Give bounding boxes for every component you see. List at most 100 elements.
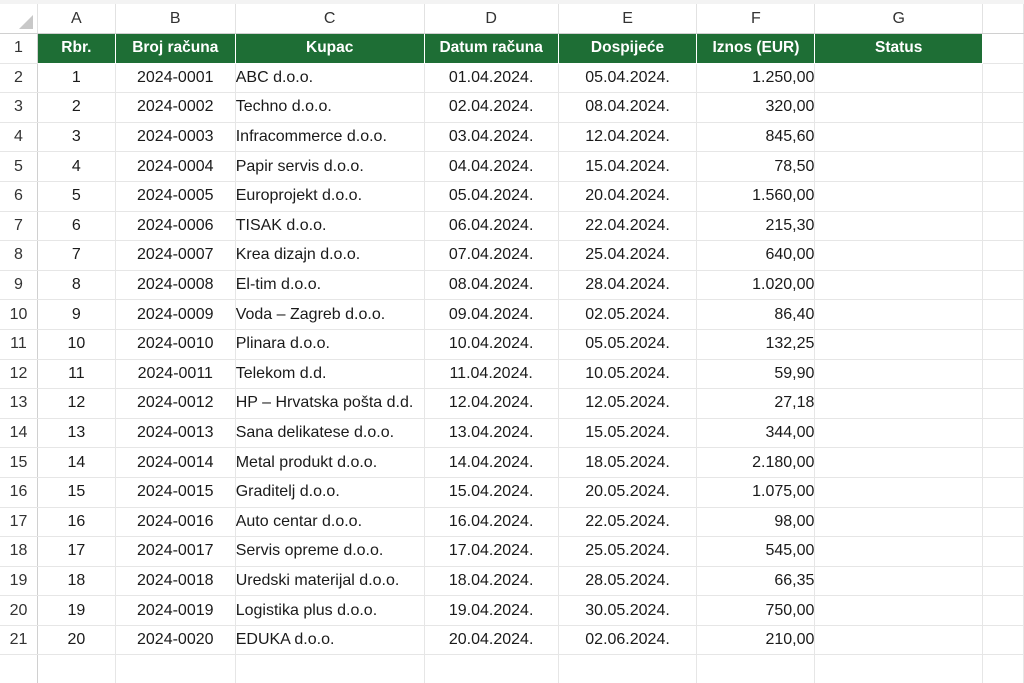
cell-broj-racuna[interactable]: 2024-0016 [115, 507, 236, 538]
column-header-h[interactable] [982, 4, 1024, 34]
cell-kupac[interactable]: Papir servis d.o.o. [235, 151, 425, 182]
cell-datum-racuna[interactable]: 14.04.2024. [424, 447, 559, 478]
cell-status[interactable] [814, 151, 984, 182]
cell-datum-racuna[interactable]: 09.04.2024. [424, 299, 559, 330]
empty-cell[interactable] [982, 151, 1024, 182]
cell-rbr[interactable]: 15 [37, 477, 116, 508]
cell-rbr[interactable]: 4 [37, 151, 116, 182]
row-header[interactable]: 2 [0, 63, 38, 94]
cell-broj-racuna[interactable]: 2024-0002 [115, 92, 236, 123]
empty-cell[interactable] [982, 359, 1024, 390]
row-header[interactable]: 10 [0, 299, 38, 330]
cell-datum-racuna[interactable]: 03.04.2024. [424, 122, 559, 153]
cell-broj-racuna[interactable]: 2024-0015 [115, 477, 236, 508]
cell-iznos[interactable]: 215,30 [696, 211, 816, 242]
cell-iznos[interactable]: 1.075,00 [696, 477, 816, 508]
cell-status[interactable] [814, 63, 984, 94]
cell-status[interactable] [814, 270, 984, 301]
cell-rbr[interactable]: 13 [37, 418, 116, 449]
cell-datum-racuna[interactable]: 13.04.2024. [424, 418, 559, 449]
cell-dospijece[interactable]: 12.05.2024. [558, 388, 698, 419]
row-header[interactable]: 18 [0, 536, 38, 567]
cell-datum-racuna[interactable]: 19.04.2024. [424, 595, 559, 626]
empty-cell[interactable] [115, 654, 236, 683]
column-header-d[interactable]: D [424, 4, 559, 34]
cell-datum-racuna[interactable]: 06.04.2024. [424, 211, 559, 242]
row-header[interactable]: 14 [0, 418, 38, 449]
cell-kupac[interactable]: El-tim d.o.o. [235, 270, 425, 301]
row-header[interactable]: 16 [0, 477, 38, 508]
row-header[interactable]: 20 [0, 595, 38, 626]
cell-broj-racuna[interactable]: 2024-0012 [115, 388, 236, 419]
cell-status[interactable] [814, 625, 984, 656]
column-header-c[interactable]: C [235, 4, 425, 34]
cell-dospijece[interactable]: 20.05.2024. [558, 477, 698, 508]
empty-cell[interactable] [982, 595, 1024, 626]
cell-kupac[interactable]: Voda – Zagreb d.o.o. [235, 299, 425, 330]
cell-rbr[interactable]: 5 [37, 181, 116, 212]
header-cell-rbr[interactable]: Rbr. [37, 33, 116, 64]
cell-iznos[interactable]: 845,60 [696, 122, 816, 153]
empty-cell[interactable] [982, 181, 1024, 212]
cell-datum-racuna[interactable]: 18.04.2024. [424, 566, 559, 597]
cell-datum-racuna[interactable]: 08.04.2024. [424, 270, 559, 301]
cell-kupac[interactable]: Metal produkt d.o.o. [235, 447, 425, 478]
cell-broj-racuna[interactable]: 2024-0006 [115, 211, 236, 242]
cell-kupac[interactable]: ABC d.o.o. [235, 63, 425, 94]
header-cell-kupac[interactable]: Kupac [235, 33, 425, 64]
cell-kupac[interactable]: Plinara d.o.o. [235, 329, 425, 360]
row-header[interactable]: 8 [0, 240, 38, 271]
empty-cell[interactable] [982, 240, 1024, 271]
cell-status[interactable] [814, 595, 984, 626]
cell-iznos[interactable]: 66,35 [696, 566, 816, 597]
empty-cell[interactable] [982, 63, 1024, 94]
empty-cell[interactable] [982, 33, 1024, 64]
cell-rbr[interactable]: 6 [37, 211, 116, 242]
cell-datum-racuna[interactable]: 04.04.2024. [424, 151, 559, 182]
cell-status[interactable] [814, 477, 984, 508]
cell-status[interactable] [814, 122, 984, 153]
empty-cell[interactable] [982, 211, 1024, 242]
cell-iznos[interactable]: 1.560,00 [696, 181, 816, 212]
header-cell-status[interactable]: Status [814, 33, 984, 64]
cell-iznos[interactable]: 27,18 [696, 388, 816, 419]
cell-dospijece[interactable]: 05.05.2024. [558, 329, 698, 360]
cell-broj-racuna[interactable]: 2024-0020 [115, 625, 236, 656]
cell-broj-racuna[interactable]: 2024-0009 [115, 299, 236, 330]
cell-dospijece[interactable]: 10.05.2024. [558, 359, 698, 390]
row-header[interactable] [0, 654, 38, 683]
empty-cell[interactable] [814, 654, 984, 683]
cell-rbr[interactable]: 17 [37, 536, 116, 567]
cell-dospijece[interactable]: 28.04.2024. [558, 270, 698, 301]
cell-status[interactable] [814, 240, 984, 271]
cell-broj-racuna[interactable]: 2024-0019 [115, 595, 236, 626]
cell-kupac[interactable]: Europrojekt d.o.o. [235, 181, 425, 212]
cell-broj-racuna[interactable]: 2024-0017 [115, 536, 236, 567]
cell-broj-racuna[interactable]: 2024-0018 [115, 566, 236, 597]
cell-status[interactable] [814, 388, 984, 419]
empty-cell[interactable] [558, 654, 698, 683]
column-header-e[interactable]: E [558, 4, 698, 34]
row-header[interactable]: 4 [0, 122, 38, 153]
empty-cell[interactable] [982, 388, 1024, 419]
cell-status[interactable] [814, 507, 984, 538]
cell-rbr[interactable]: 16 [37, 507, 116, 538]
cell-broj-racuna[interactable]: 2024-0010 [115, 329, 236, 360]
cell-rbr[interactable]: 10 [37, 329, 116, 360]
cell-datum-racuna[interactable]: 07.04.2024. [424, 240, 559, 271]
cell-iznos[interactable]: 78,50 [696, 151, 816, 182]
row-header[interactable]: 12 [0, 359, 38, 390]
header-cell-dospijece[interactable]: Dospijeće [558, 33, 698, 64]
column-header-g[interactable]: G [814, 4, 984, 34]
cell-kupac[interactable]: TISAK d.o.o. [235, 211, 425, 242]
cell-status[interactable] [814, 418, 984, 449]
cell-datum-racuna[interactable]: 20.04.2024. [424, 625, 559, 656]
row-header[interactable]: 19 [0, 566, 38, 597]
cell-dospijece[interactable]: 22.04.2024. [558, 211, 698, 242]
cell-rbr[interactable]: 3 [37, 122, 116, 153]
cell-status[interactable] [814, 329, 984, 360]
cell-kupac[interactable]: HP – Hrvatska pošta d.d. [235, 388, 425, 419]
cell-rbr[interactable]: 12 [37, 388, 116, 419]
row-header[interactable]: 17 [0, 507, 38, 538]
empty-cell[interactable] [982, 329, 1024, 360]
